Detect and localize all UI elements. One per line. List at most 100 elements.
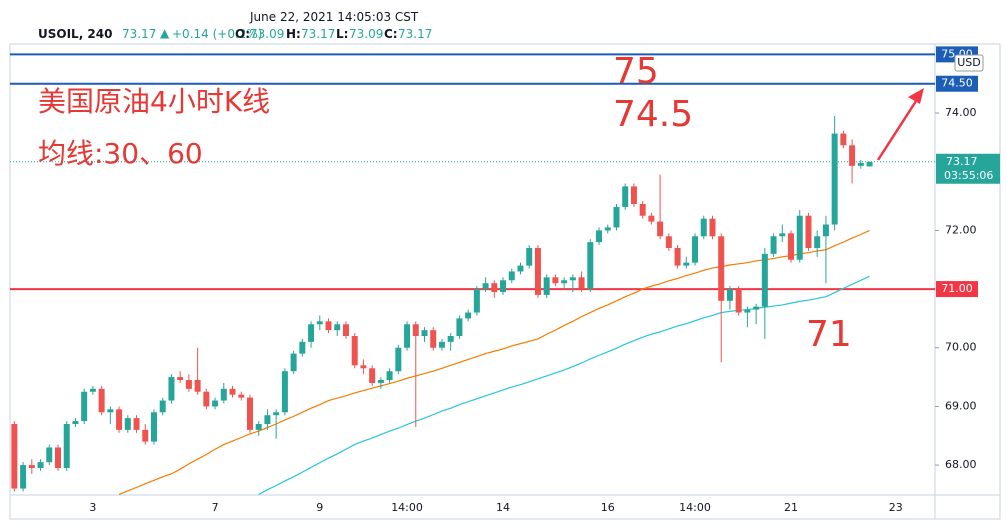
candle-body xyxy=(726,289,733,301)
candle-body xyxy=(604,227,611,231)
candle-body xyxy=(788,233,795,260)
candle-body xyxy=(308,324,315,342)
l: 73.09 xyxy=(349,27,384,41)
x-tick-label: 16 xyxy=(601,501,615,514)
candle-body xyxy=(11,424,18,489)
candle-body xyxy=(473,289,480,313)
candle-body xyxy=(194,380,201,392)
candle-body xyxy=(334,324,341,331)
arrow xyxy=(876,97,920,161)
candle-body xyxy=(290,353,297,372)
price-label-bg xyxy=(936,281,978,298)
last: 73.17 xyxy=(122,27,157,41)
x-tick-label: 14:00 xyxy=(679,501,711,514)
candle-body xyxy=(412,324,419,337)
candle-body xyxy=(447,336,454,342)
annotation: 74.5 xyxy=(613,94,693,135)
candle-body xyxy=(246,397,253,430)
candle-body xyxy=(220,388,227,401)
candle-body xyxy=(805,215,812,248)
candle-body xyxy=(866,161,873,167)
candle-body xyxy=(421,330,428,337)
candle-body xyxy=(561,280,568,284)
candle-body xyxy=(517,265,524,272)
candle-body xyxy=(438,341,445,348)
x-tick-label: 23 xyxy=(889,501,903,514)
frame xyxy=(9,43,1001,520)
candle-body xyxy=(857,162,864,166)
countdown: 03:55:06 xyxy=(944,169,993,182)
y-tick-label: 72.00 xyxy=(945,223,977,236)
candle-body xyxy=(98,388,105,413)
c: 73.17 xyxy=(398,27,433,41)
annotation: 75 xyxy=(613,51,659,92)
candle-body xyxy=(849,145,856,166)
candle-body xyxy=(761,253,768,307)
candle-body xyxy=(72,421,79,425)
datetime: June 22, 2021 14:05:03 CST xyxy=(250,10,419,24)
h-label: H: xyxy=(286,27,301,41)
candle-body xyxy=(569,277,576,281)
symbol: USOIL, 240 xyxy=(38,27,113,41)
candle-body xyxy=(482,283,489,290)
candle-body xyxy=(779,233,786,237)
candle-body xyxy=(430,330,437,348)
moving-average xyxy=(258,275,870,495)
candle-body xyxy=(212,400,219,407)
candle-body xyxy=(491,283,498,293)
x-tick-label: 9 xyxy=(316,501,323,514)
candle-body xyxy=(20,465,27,489)
y-tick-label: 68.00 xyxy=(945,458,977,471)
candle-body xyxy=(508,271,515,281)
candle-body xyxy=(159,400,166,413)
candle-body xyxy=(386,371,393,381)
candle-body xyxy=(360,365,367,369)
candle-body xyxy=(299,341,306,354)
arrow-head xyxy=(908,88,924,104)
x-tick-label: 3 xyxy=(89,501,96,514)
candle-body xyxy=(203,391,210,407)
candle-body xyxy=(840,133,847,146)
candle-body xyxy=(814,236,821,248)
candle-body xyxy=(674,247,681,266)
candle-body xyxy=(168,377,175,401)
candle-body xyxy=(116,409,123,430)
candle-body xyxy=(744,309,751,313)
last-price-label: 73.17 xyxy=(946,155,978,168)
candle-body xyxy=(639,203,646,216)
candle-body xyxy=(281,371,288,413)
candle-body xyxy=(264,415,271,425)
currency: USD xyxy=(957,56,981,69)
price-label: 71.00 xyxy=(941,282,973,295)
y-tick-label: 74.00 xyxy=(945,106,977,119)
currency-bg xyxy=(954,54,984,72)
y-tick-label: 69.00 xyxy=(945,399,977,412)
candle-body xyxy=(238,394,245,398)
price-label-bg xyxy=(936,75,978,92)
candle-body xyxy=(81,391,88,422)
candle-body xyxy=(229,388,236,395)
candle-body xyxy=(185,380,192,389)
candle-body xyxy=(526,247,533,266)
candle-body xyxy=(709,218,716,237)
candle-body xyxy=(753,306,760,310)
candle-body xyxy=(770,236,777,254)
candle-body xyxy=(28,465,35,469)
candle-body xyxy=(831,133,838,225)
candle-body xyxy=(735,289,742,313)
last-price-bg xyxy=(936,153,1000,184)
candle-body xyxy=(369,368,376,383)
o-label: O: xyxy=(235,27,250,41)
header: June 22, 2021 14:05:03 CST USOIL, 240 73… xyxy=(0,0,1006,44)
candle-body xyxy=(718,236,725,301)
x-tick-label: 7 xyxy=(212,501,219,514)
candle-body xyxy=(657,221,664,237)
candle-body xyxy=(534,247,541,295)
candle-body xyxy=(177,377,184,381)
candle-body xyxy=(552,277,559,284)
candle-body xyxy=(700,218,707,237)
x-tick-label: 14 xyxy=(496,501,510,514)
price-label: 74.50 xyxy=(941,77,973,90)
